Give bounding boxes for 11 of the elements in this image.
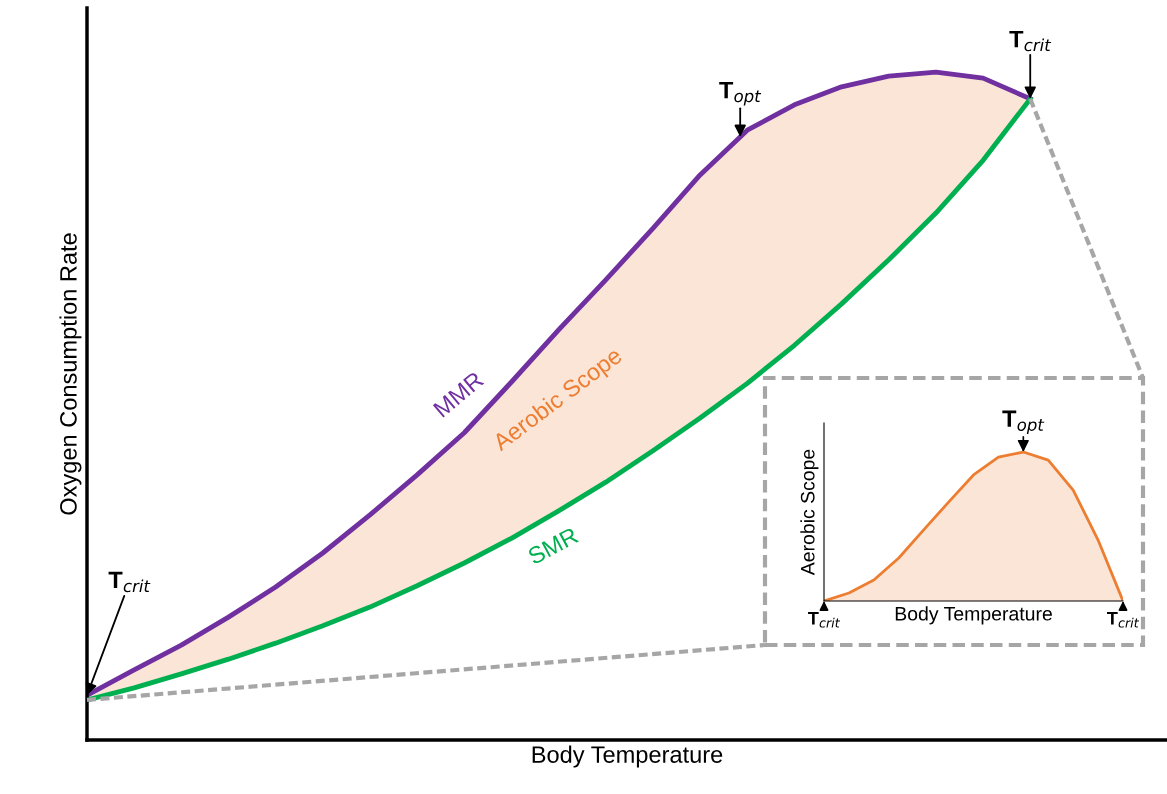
text: T$_{crit}$ <box>1009 30 1052 52</box>
annotation: T$_{crit}$ <box>108 571 151 593</box>
annotation: T$_{crit}$ <box>1107 612 1140 628</box>
y-axis-title: Aerobic Scope <box>800 449 819 576</box>
annotation: T$_{opt}$ <box>1002 410 1045 435</box>
annotation: T$_{crit}$ <box>808 612 841 628</box>
x-axis-title: Body Temperature <box>532 745 723 768</box>
x-axis-title: Body Temperature <box>895 606 1052 625</box>
text: SMR <box>526 526 580 566</box>
annotation: T$_{opt}$ <box>719 81 762 106</box>
y-axis-title: Oxygen Consumption Rate <box>59 233 82 515</box>
